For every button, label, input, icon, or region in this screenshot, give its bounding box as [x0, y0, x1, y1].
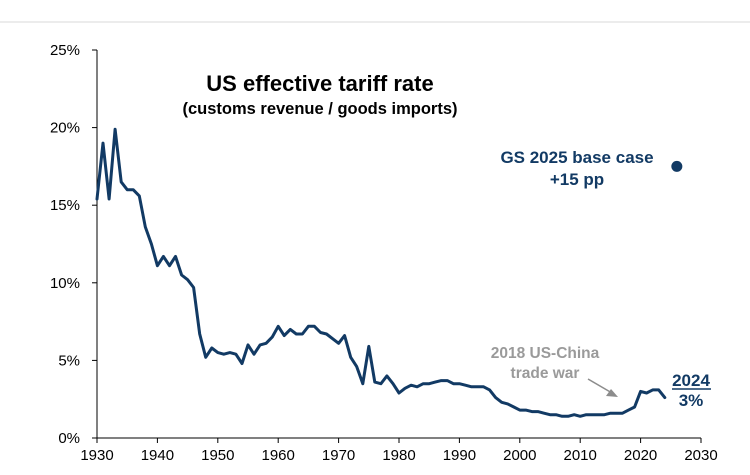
trade-war-label-line1: 2018 US-China — [491, 345, 600, 362]
gs-2025-base-case-point — [671, 160, 683, 172]
y-tick-label: 25% — [50, 42, 80, 59]
x-tick-label: 1980 — [382, 447, 415, 464]
x-tick-label: 2030 — [684, 447, 717, 464]
trade-war-label-line2: trade war — [511, 365, 580, 382]
x-tick-label: 1930 — [80, 447, 113, 464]
x-tick-label: 2000 — [503, 447, 536, 464]
x-tick-label: 2010 — [564, 447, 597, 464]
y-axis-tick-labels: 0% 5% 10% 15% 20% 25% — [50, 42, 97, 447]
chart-subtitle: (customs revenue / goods imports) — [182, 100, 457, 118]
series-line-tariff-rate — [95, 127, 667, 418]
x-tick-label: 1960 — [262, 447, 295, 464]
y-tick-label: 5% — [58, 352, 80, 369]
trade-war-arrowhead — [606, 389, 618, 397]
x-tick-label: 1950 — [201, 447, 234, 464]
end-year-label: 2024 — [672, 371, 710, 390]
trade-war-arrow — [587, 378, 613, 394]
y-tick-label: 0% — [58, 430, 80, 447]
base-case-label-line2: +15 pp — [550, 170, 604, 189]
end-value-label: 3% — [679, 391, 704, 410]
base-case-label-line1: GS 2025 base case — [500, 148, 653, 167]
x-tick-label: 1970 — [322, 447, 355, 464]
y-tick-label: 20% — [50, 120, 80, 137]
x-tick-label: 2020 — [624, 447, 657, 464]
y-tick-label: 15% — [50, 197, 80, 214]
chart-title: US effective tariff rate — [206, 71, 433, 96]
x-axis-tick-labels: 1930 1940 1950 1960 1970 1980 1990 2000 2010 2020… — [80, 438, 718, 464]
x-tick-label: 1940 — [141, 447, 174, 464]
x-tick-label: 1990 — [443, 447, 476, 464]
y-tick-label: 10% — [50, 275, 80, 292]
